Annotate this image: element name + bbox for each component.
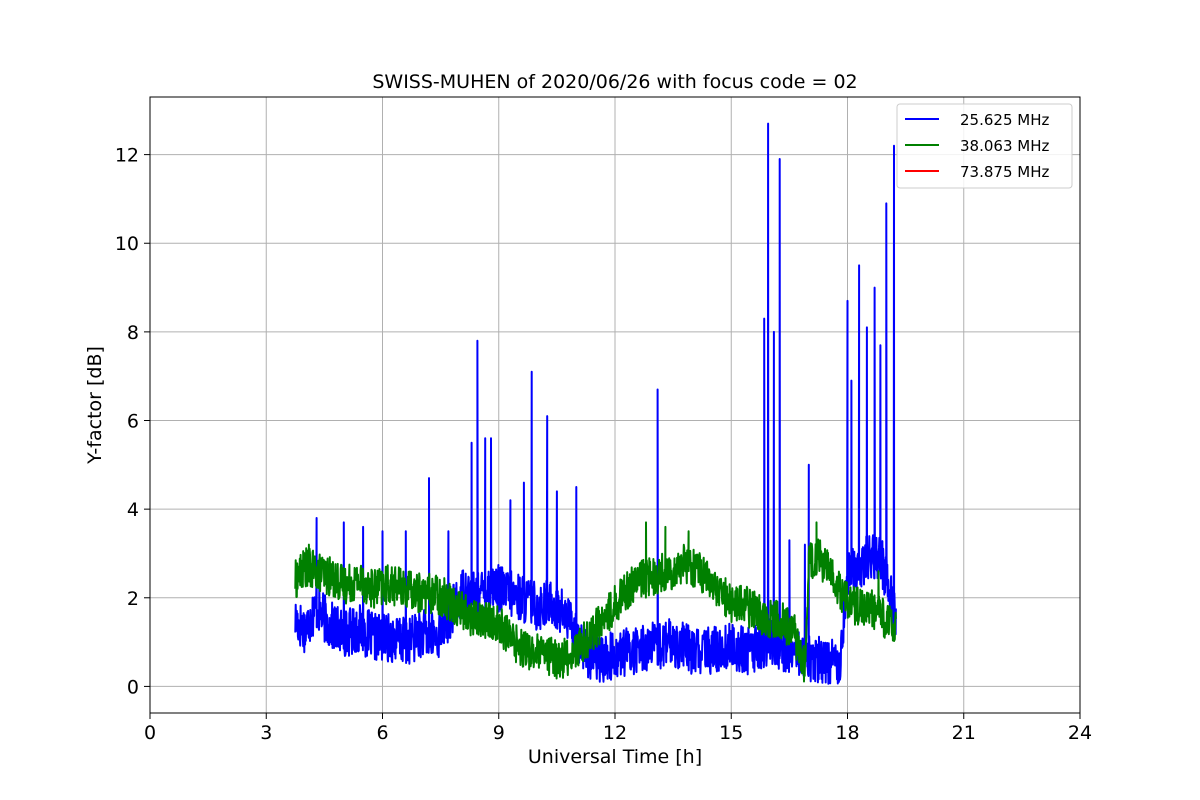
y-axis: 0 2 4 6 8 10 12 xyxy=(115,145,150,698)
y-tick-label: 4 xyxy=(127,499,139,521)
legend-label: 38.063 MHz xyxy=(960,137,1049,155)
x-tick-label: 24 xyxy=(1068,722,1092,744)
x-tick-label: 12 xyxy=(603,722,627,744)
legend-label: 73.875 MHz xyxy=(960,163,1049,181)
x-tick-label: 9 xyxy=(493,722,505,744)
legend: 25.625 MHz 38.063 MHz 73.875 MHz xyxy=(896,103,1073,189)
series-layer xyxy=(294,124,897,685)
y-tick-label: 8 xyxy=(127,322,139,344)
x-tick-label: 3 xyxy=(260,722,272,744)
x-axis: 0 3 6 9 12 15 18 21 24 xyxy=(144,713,1092,744)
y-tick-label: 12 xyxy=(115,145,139,167)
legend-label: 25.625 MHz xyxy=(960,111,1049,129)
x-tick-label: 18 xyxy=(835,722,859,744)
y-tick-label: 6 xyxy=(127,411,139,433)
x-tick-label: 15 xyxy=(719,722,743,744)
chart-title: SWISS-MUHEN of 2020/06/26 with focus cod… xyxy=(372,71,857,93)
series-line-2 xyxy=(294,521,897,683)
x-tick-label: 6 xyxy=(376,722,388,744)
y-tick-label: 2 xyxy=(127,588,139,610)
x-tick-label: 0 xyxy=(144,722,156,744)
x-tick-label: 21 xyxy=(952,722,976,744)
y-tick-label: 0 xyxy=(127,676,139,698)
y-axis-label: Y-factor [dB] xyxy=(84,346,106,465)
x-axis-label: Universal Time [h] xyxy=(528,746,702,768)
grid xyxy=(150,97,1080,713)
legend-box xyxy=(896,103,1073,189)
y-tick-label: 10 xyxy=(115,233,139,255)
